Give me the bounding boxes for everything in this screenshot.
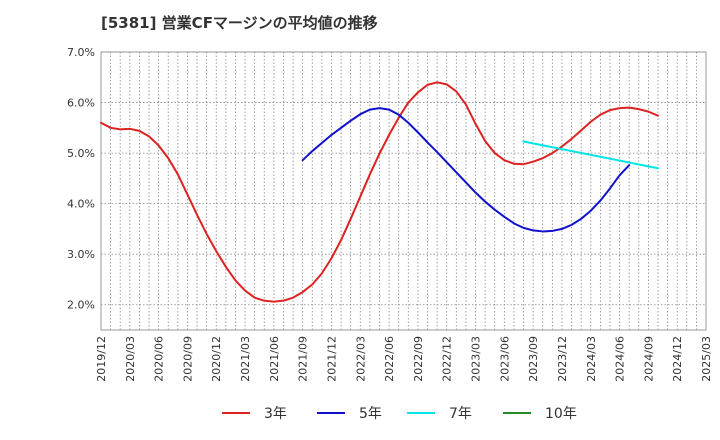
x-tick-label: 2022/12 — [441, 336, 454, 382]
x-tick-label: 2020/06 — [153, 336, 166, 382]
x-tick-label: 2020/03 — [124, 336, 137, 382]
x-tick-label: 2023/06 — [498, 336, 511, 382]
y-tick-label: 7.0% — [67, 46, 95, 59]
y-tick-label: 2.0% — [67, 299, 95, 312]
chart-title: [5381] 営業CFマージンの平均値の推移 — [101, 14, 378, 32]
x-tick-label: 2024/06 — [614, 336, 627, 382]
x-tick-label: 2019/12 — [95, 336, 108, 382]
legend-label-1: 5年 — [359, 406, 382, 422]
legend-label-2: 7年 — [449, 406, 472, 422]
series-line-2 — [522, 140, 659, 170]
x-tick-label: 2024/12 — [671, 336, 684, 382]
x-tick-label: 2023/03 — [470, 336, 483, 382]
y-tick-label: 6.0% — [67, 97, 95, 110]
y-tick-label: 4.0% — [67, 198, 95, 211]
x-tick-label: 2021/12 — [325, 336, 338, 382]
x-tick-label: 2022/09 — [412, 336, 425, 382]
legend-label-3: 10年 — [545, 406, 577, 422]
plot-area-border — [100, 51, 707, 331]
x-tick-label: 2022/06 — [383, 336, 396, 382]
series-line-0 — [100, 81, 659, 303]
y-tick-label: 5.0% — [67, 147, 95, 160]
x-tick-label: 2021/09 — [297, 336, 310, 382]
x-tick-label: 2021/03 — [239, 336, 252, 382]
y-tick-label: 3.0% — [67, 248, 95, 261]
series-line-1 — [301, 107, 631, 233]
x-tick-label: 2024/09 — [642, 336, 655, 382]
x-tick-label: 2024/03 — [585, 336, 598, 382]
x-tick-label: 2022/03 — [354, 336, 367, 382]
x-tick-label: 2020/09 — [181, 336, 194, 382]
x-tick-label: 2020/12 — [210, 336, 223, 382]
x-tick-label: 2023/09 — [527, 336, 540, 382]
x-tick-label: 2023/12 — [556, 336, 569, 382]
legend-label-0: 3年 — [264, 406, 287, 422]
x-tick-label: 2025/03 — [700, 336, 713, 382]
x-tick-label: 2021/06 — [268, 336, 281, 382]
